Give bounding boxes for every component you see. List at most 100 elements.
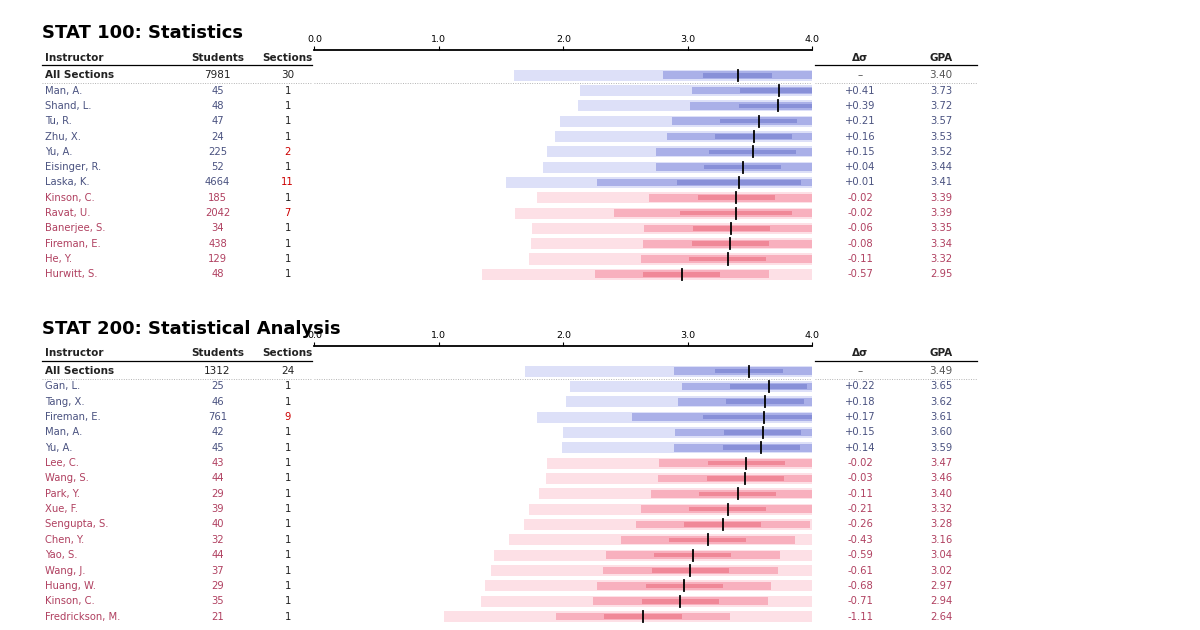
Bar xyxy=(691,87,812,94)
Bar xyxy=(646,583,722,588)
Text: 1: 1 xyxy=(284,116,290,126)
Text: 1: 1 xyxy=(284,504,290,514)
Text: Yao, S.: Yao, S. xyxy=(44,550,77,560)
Text: 3.35: 3.35 xyxy=(930,224,953,233)
Bar xyxy=(570,381,812,392)
Text: Students: Students xyxy=(191,348,244,358)
Text: -0.57: -0.57 xyxy=(847,269,874,279)
Bar xyxy=(485,580,812,592)
Text: 1: 1 xyxy=(284,581,290,591)
Text: 48: 48 xyxy=(211,101,223,111)
Text: 3.62: 3.62 xyxy=(930,397,953,407)
Text: 1: 1 xyxy=(284,239,290,249)
Text: -0.71: -0.71 xyxy=(847,596,874,606)
Bar xyxy=(692,226,770,231)
Text: 1: 1 xyxy=(284,566,290,576)
Bar xyxy=(655,163,812,171)
Bar xyxy=(444,611,812,622)
Text: -0.43: -0.43 xyxy=(847,535,872,545)
Text: 2: 2 xyxy=(284,147,290,157)
Bar xyxy=(593,597,768,605)
Text: Chen, Y.: Chen, Y. xyxy=(44,535,84,545)
Text: -0.21: -0.21 xyxy=(847,504,874,514)
Text: Fireman, E.: Fireman, E. xyxy=(44,239,101,249)
Text: Shand, L.: Shand, L. xyxy=(44,101,91,111)
Text: Man, A.: Man, A. xyxy=(44,427,82,437)
Text: 37: 37 xyxy=(211,566,224,576)
Text: Eisinger, R.: Eisinger, R. xyxy=(44,162,101,172)
Bar xyxy=(620,536,794,544)
Text: +0.17: +0.17 xyxy=(845,412,876,422)
Bar xyxy=(536,411,812,423)
Bar xyxy=(715,134,792,139)
Text: 1: 1 xyxy=(284,269,290,279)
Text: 2042: 2042 xyxy=(205,208,230,218)
Bar xyxy=(672,117,812,125)
Text: -0.11: -0.11 xyxy=(847,489,874,499)
Bar xyxy=(580,85,812,96)
Text: -0.68: -0.68 xyxy=(847,581,874,591)
Bar xyxy=(481,596,812,607)
Text: Sections: Sections xyxy=(263,53,313,62)
Bar xyxy=(632,413,812,421)
Bar xyxy=(644,224,812,232)
Bar xyxy=(547,146,812,158)
Bar xyxy=(523,519,812,530)
Text: Fireman, E.: Fireman, E. xyxy=(44,412,101,422)
Text: -0.61: -0.61 xyxy=(847,566,874,576)
Text: +0.16: +0.16 xyxy=(845,132,876,142)
Bar xyxy=(731,384,808,389)
Text: 1: 1 xyxy=(284,381,290,391)
Text: 3.02: 3.02 xyxy=(930,566,953,576)
Text: 3.40: 3.40 xyxy=(930,71,953,80)
Bar xyxy=(562,442,812,454)
Bar xyxy=(528,503,812,515)
Text: Sections: Sections xyxy=(263,348,313,358)
Bar xyxy=(698,195,775,200)
Text: 3.32: 3.32 xyxy=(930,254,953,264)
Text: 3.59: 3.59 xyxy=(930,443,953,453)
Bar xyxy=(605,614,682,619)
Bar xyxy=(689,507,767,512)
Text: 1: 1 xyxy=(284,193,290,203)
Text: 9: 9 xyxy=(284,412,290,422)
Text: 1312: 1312 xyxy=(204,366,230,376)
Text: Wang, J.: Wang, J. xyxy=(44,566,85,576)
Text: 42: 42 xyxy=(211,427,224,437)
Text: 3.28: 3.28 xyxy=(930,520,953,529)
Text: 3.39: 3.39 xyxy=(930,208,953,218)
Text: 3.44: 3.44 xyxy=(930,162,952,172)
Text: 3.65: 3.65 xyxy=(930,381,953,391)
Text: 7981: 7981 xyxy=(204,71,230,80)
Bar xyxy=(726,399,804,404)
Text: 3.47: 3.47 xyxy=(930,458,953,468)
Bar xyxy=(654,553,732,558)
Bar xyxy=(676,428,812,436)
Text: 1: 1 xyxy=(284,162,290,172)
Text: 438: 438 xyxy=(208,239,227,249)
Text: Banerjee, S.: Banerjee, S. xyxy=(44,224,106,233)
Text: 185: 185 xyxy=(208,193,227,203)
Text: Zhu, X.: Zhu, X. xyxy=(44,132,80,142)
Text: -0.03: -0.03 xyxy=(847,474,872,483)
Bar xyxy=(554,131,812,142)
Text: Instructor: Instructor xyxy=(44,53,103,62)
Bar xyxy=(509,534,812,546)
Bar xyxy=(614,209,812,217)
Bar xyxy=(684,522,761,527)
Bar xyxy=(720,119,798,123)
Bar xyxy=(703,415,812,420)
Bar xyxy=(709,149,797,154)
Bar xyxy=(649,194,812,202)
Text: +0.04: +0.04 xyxy=(845,162,875,172)
Text: Tu, R.: Tu, R. xyxy=(44,116,72,126)
Text: -0.26: -0.26 xyxy=(847,520,874,529)
Text: He, Y.: He, Y. xyxy=(44,254,72,264)
Text: Park, Y.: Park, Y. xyxy=(44,489,79,499)
Text: 3.57: 3.57 xyxy=(930,116,953,126)
Text: -0.06: -0.06 xyxy=(847,224,874,233)
Bar xyxy=(491,565,812,576)
Bar xyxy=(538,192,812,203)
Text: 1: 1 xyxy=(284,489,290,499)
Text: -0.02: -0.02 xyxy=(847,458,874,468)
